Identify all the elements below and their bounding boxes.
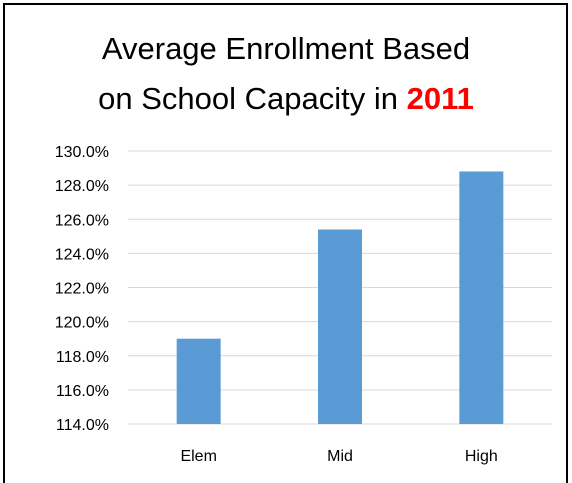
chart-title-prefix: on School Capacity in [98,81,407,116]
x-tick-label: Mid [327,448,353,465]
y-tick-label: 126.0% [55,212,109,229]
y-tick-label: 124.0% [55,246,109,263]
bar-elem [176,338,221,424]
y-tick-label: 118.0% [56,349,109,366]
y-tick-label: 120.0% [55,315,109,332]
chart-title-year: 2011 [406,81,474,116]
y-tick-label: 128.0% [55,178,109,195]
y-tick-label: 130.0% [55,144,109,161]
x-tick-label: High [465,448,498,465]
y-tick-label: 116.0% [56,383,109,400]
chart-title-line-2: on School Capacity in 2011 [0,80,572,118]
y-tick-label: 122.0% [55,281,109,298]
x-tick-label: Elem [180,448,216,465]
chart-title-line-1: Average Enrollment Based [101,31,471,66]
y-tick-label: 114.0% [56,417,109,434]
bar-high [459,171,504,424]
bar-mid [318,229,362,424]
